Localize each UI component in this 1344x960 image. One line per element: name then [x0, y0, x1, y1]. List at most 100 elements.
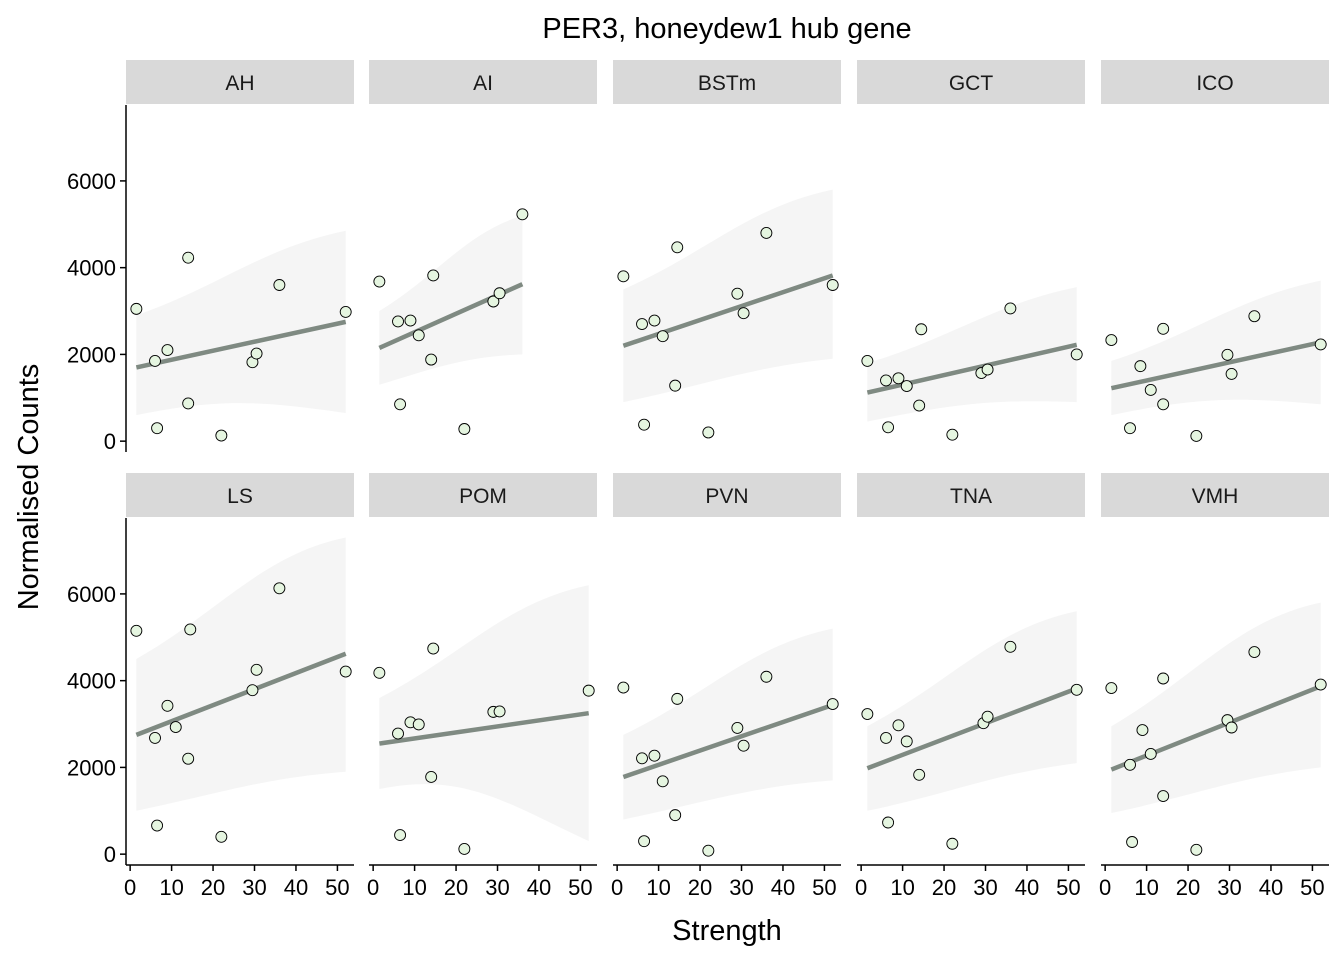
- x-tick-label: 0: [124, 875, 136, 900]
- data-point: [656, 775, 669, 788]
- data-point: [184, 623, 197, 636]
- x-tick-label: 30: [729, 875, 753, 900]
- data-point: [1157, 322, 1170, 335]
- data-point: [1126, 836, 1139, 848]
- x-tick-label: 20: [201, 875, 225, 900]
- data-point: [516, 208, 529, 221]
- confidence-band: [136, 230, 346, 416]
- x-tick-label: 40: [527, 875, 551, 900]
- data-point: [182, 397, 195, 410]
- confidence-band: [623, 189, 833, 403]
- x-tick-label: 40: [1259, 875, 1283, 900]
- x-tick-label: 10: [890, 875, 914, 900]
- data-point: [394, 829, 407, 842]
- data-point: [731, 287, 744, 300]
- x-tick-label: 0: [1099, 875, 1111, 900]
- data-point: [169, 721, 182, 734]
- data-point: [412, 329, 425, 342]
- data-point: [648, 749, 661, 762]
- data-point: [246, 684, 259, 697]
- data-point: [636, 752, 648, 765]
- x-tick-label: 30: [485, 875, 509, 900]
- strip-label: LS: [227, 485, 253, 508]
- x-tick-label: 40: [284, 875, 308, 900]
- data-point: [1124, 422, 1136, 435]
- data-point: [946, 428, 959, 441]
- y-tick-label: 4000: [67, 256, 116, 281]
- confidence-band: [136, 537, 346, 811]
- x-tick-label: 10: [1134, 875, 1158, 900]
- data-point: [1314, 338, 1327, 351]
- data-point: [1221, 348, 1234, 361]
- x-tick-label: 0: [855, 875, 867, 900]
- data-point: [161, 344, 174, 357]
- data-point: [1004, 640, 1017, 653]
- data-point: [1190, 843, 1203, 856]
- x-tick-label: 0: [611, 875, 623, 900]
- regression-line: [379, 710, 590, 746]
- data-point: [760, 227, 773, 239]
- data-point: [892, 719, 905, 732]
- data-point: [130, 302, 143, 315]
- data-point: [669, 379, 682, 392]
- data-point: [1248, 310, 1261, 323]
- strip-ls: [126, 473, 354, 517]
- data-point: [250, 347, 263, 360]
- regression-line: [866, 686, 1078, 771]
- x-tick-label: 10: [646, 875, 670, 900]
- data-point: [493, 705, 506, 718]
- data-point: [900, 380, 913, 393]
- data-point: [1070, 348, 1083, 361]
- data-point: [339, 305, 352, 318]
- strip-label: POM: [459, 485, 507, 508]
- strip-label: BSTm: [698, 72, 756, 95]
- data-point: [273, 279, 286, 291]
- data-point: [215, 429, 228, 442]
- confidence-band: [623, 628, 833, 820]
- data-point: [273, 582, 286, 595]
- x-tick-label: 50: [568, 875, 592, 900]
- data-point: [861, 708, 874, 721]
- data-point: [149, 731, 161, 744]
- x-tick-label: 20: [444, 875, 468, 900]
- panel-ah: AH 0 2000 4000 6000: [67, 60, 354, 454]
- data-point: [702, 844, 715, 857]
- y-axis-title: Normalised Counts: [13, 364, 45, 611]
- data-point: [425, 353, 438, 366]
- data-point: [1314, 678, 1327, 691]
- regression-line: [135, 319, 347, 370]
- data-point: [1157, 790, 1170, 802]
- data-point: [880, 374, 892, 387]
- strip-ico: [1101, 60, 1329, 104]
- x-tick-label: 20: [1176, 875, 1200, 900]
- x-tick-label: 50: [1300, 875, 1324, 900]
- data-point: [981, 710, 994, 723]
- data-point: [161, 699, 174, 712]
- data-point: [671, 241, 684, 254]
- data-point: [900, 735, 913, 748]
- panel-pvn: PVN 0 10 20 30 40 50: [611, 473, 841, 900]
- data-point: [427, 269, 440, 282]
- data-point: [1134, 360, 1147, 373]
- data-point: [392, 727, 404, 740]
- x-tick-label: 50: [1056, 875, 1080, 900]
- x-tick-label: 20: [932, 875, 956, 900]
- regression-line: [135, 651, 347, 737]
- data-point: [892, 372, 905, 385]
- panel-pom: POM 0 10 20 30 40 50: [367, 473, 597, 900]
- confidence-band: [867, 611, 1077, 811]
- data-point: [487, 295, 500, 308]
- data-point: [582, 684, 595, 697]
- y-tick-label: 0: [104, 842, 116, 867]
- data-point: [1144, 748, 1157, 760]
- data-point: [1124, 758, 1136, 771]
- data-point: [412, 718, 425, 731]
- data-point: [669, 809, 682, 822]
- strip-pom: [369, 473, 597, 517]
- data-point: [182, 752, 195, 765]
- strip-label: AH: [225, 72, 254, 95]
- data-point: [638, 835, 651, 848]
- x-axis-title: Strength: [672, 915, 782, 947]
- data-point: [861, 354, 874, 367]
